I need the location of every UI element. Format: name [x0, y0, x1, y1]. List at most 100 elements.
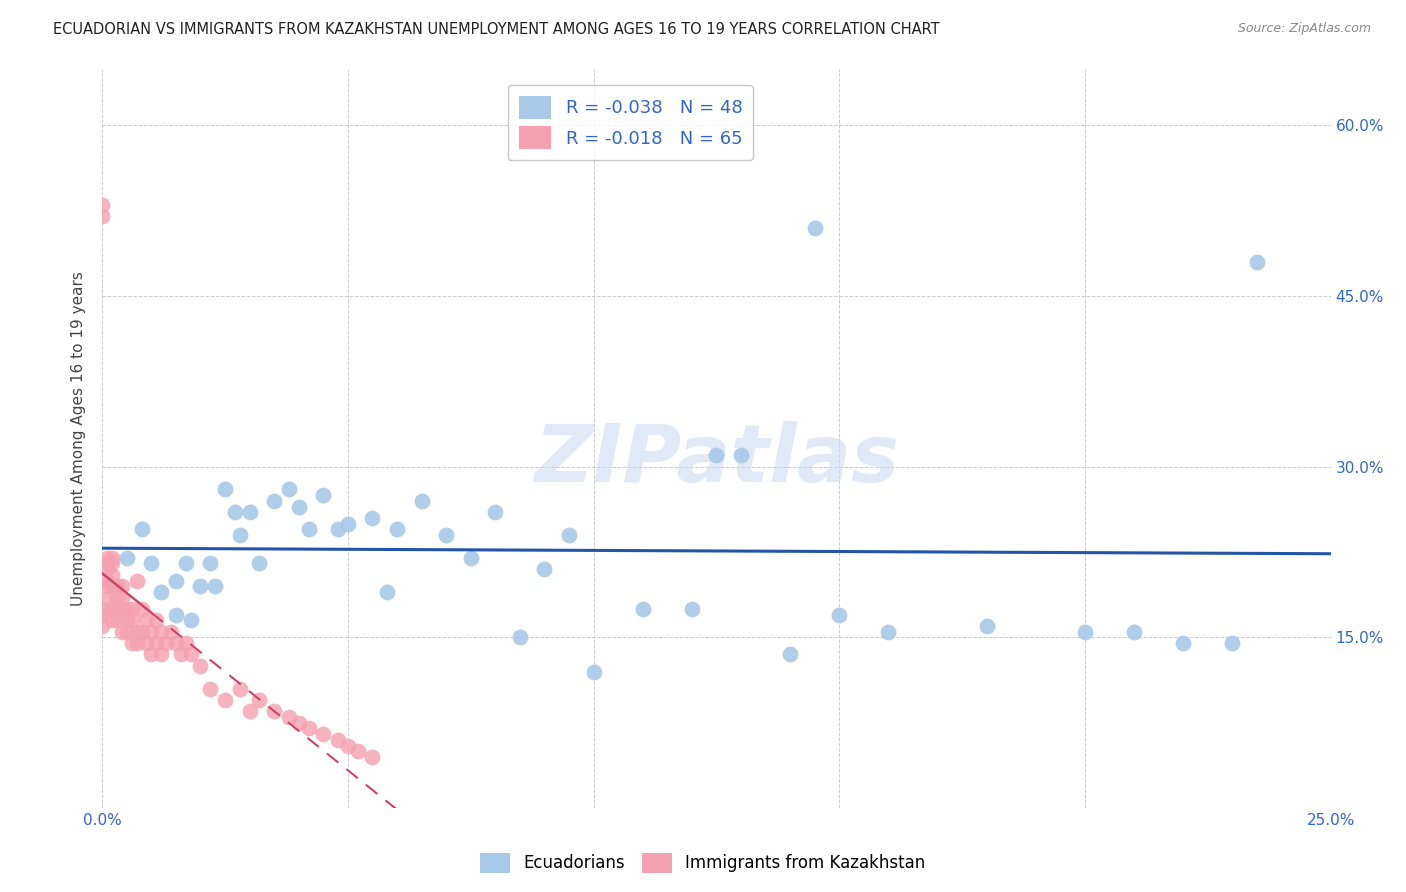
Point [249, 693, 271, 707]
Point [115, 550, 138, 565]
Point [190, 579, 212, 593]
Point [105, 591, 128, 605]
Point [96, 562, 118, 576]
Point [326, 522, 349, 536]
Point [375, 585, 398, 599]
Point [115, 624, 138, 639]
Point [200, 681, 222, 696]
Point [165, 636, 187, 650]
Point [170, 648, 193, 662]
Point [101, 567, 124, 582]
Point [484, 505, 506, 519]
Point [141, 557, 163, 571]
Point [239, 505, 262, 519]
Point [312, 727, 335, 741]
Point [165, 607, 187, 622]
Point [131, 624, 153, 639]
Point [91, 210, 114, 224]
Point [160, 624, 183, 639]
Point [803, 220, 825, 235]
Point [96, 579, 118, 593]
Point [145, 613, 167, 627]
Point [111, 591, 134, 605]
Point [101, 613, 124, 627]
Point [165, 574, 187, 588]
Point [105, 613, 128, 627]
Point [131, 602, 153, 616]
Point [121, 636, 143, 650]
Point [180, 613, 202, 627]
Point [1220, 636, 1243, 650]
Point [361, 750, 384, 764]
Point [976, 619, 998, 633]
Point [239, 704, 262, 718]
Text: Source: ZipAtlas.com: Source: ZipAtlas.com [1237, 22, 1371, 36]
Point [287, 500, 309, 514]
Point [111, 624, 134, 639]
Point [204, 579, 226, 593]
Point [115, 602, 138, 616]
Point [111, 579, 134, 593]
Point [125, 574, 148, 588]
Point [150, 648, 173, 662]
Point [312, 488, 335, 502]
Point [121, 602, 143, 616]
Point [877, 624, 900, 639]
Point [297, 522, 319, 536]
Text: ECUADORIAN VS IMMIGRANTS FROM KAZAKHSTAN UNEMPLOYMENT AMONG AGES 16 TO 19 YEARS : ECUADORIAN VS IMMIGRANTS FROM KAZAKHSTAN… [53, 22, 941, 37]
Point [1173, 636, 1195, 650]
Point [249, 557, 271, 571]
Point [200, 557, 222, 571]
Point [101, 579, 124, 593]
Y-axis label: Unemployment Among Ages 16 to 19 years: Unemployment Among Ages 16 to 19 years [72, 271, 86, 606]
Point [385, 522, 408, 536]
Point [135, 613, 157, 627]
Point [155, 636, 177, 650]
Point [224, 505, 246, 519]
Point [135, 636, 157, 650]
Point [150, 624, 173, 639]
Point [190, 658, 212, 673]
Point [263, 704, 285, 718]
Point [706, 449, 728, 463]
Point [214, 483, 236, 497]
Point [411, 494, 433, 508]
Point [346, 744, 368, 758]
Point [96, 591, 118, 605]
Point [141, 648, 163, 662]
Point [277, 483, 299, 497]
Point [1246, 255, 1268, 269]
Point [336, 516, 359, 531]
Point [1123, 624, 1146, 639]
Point [96, 574, 118, 588]
Point [297, 722, 319, 736]
Point [326, 732, 349, 747]
Point [101, 557, 124, 571]
Point [214, 693, 236, 707]
Point [91, 619, 114, 633]
Legend: Ecuadorians, Immigrants from Kazakhstan: Ecuadorians, Immigrants from Kazakhstan [474, 847, 932, 880]
Point [131, 522, 153, 536]
Point [509, 631, 531, 645]
Point [111, 602, 134, 616]
Point [105, 602, 128, 616]
Point [141, 624, 163, 639]
Point [105, 579, 128, 593]
Point [101, 550, 124, 565]
Point [828, 607, 851, 622]
Point [1074, 624, 1097, 639]
Point [91, 602, 114, 616]
Point [361, 511, 384, 525]
Legend: R = -0.038   N = 48, R = -0.018   N = 65: R = -0.038 N = 48, R = -0.018 N = 65 [508, 85, 754, 161]
Point [681, 602, 703, 616]
Point [460, 550, 482, 565]
Point [91, 607, 114, 622]
Point [229, 681, 252, 696]
Point [121, 613, 143, 627]
Text: ZIPatlas: ZIPatlas [534, 422, 898, 500]
Point [125, 636, 148, 650]
Point [277, 710, 299, 724]
Point [730, 449, 752, 463]
Point [434, 528, 457, 542]
Point [263, 494, 285, 508]
